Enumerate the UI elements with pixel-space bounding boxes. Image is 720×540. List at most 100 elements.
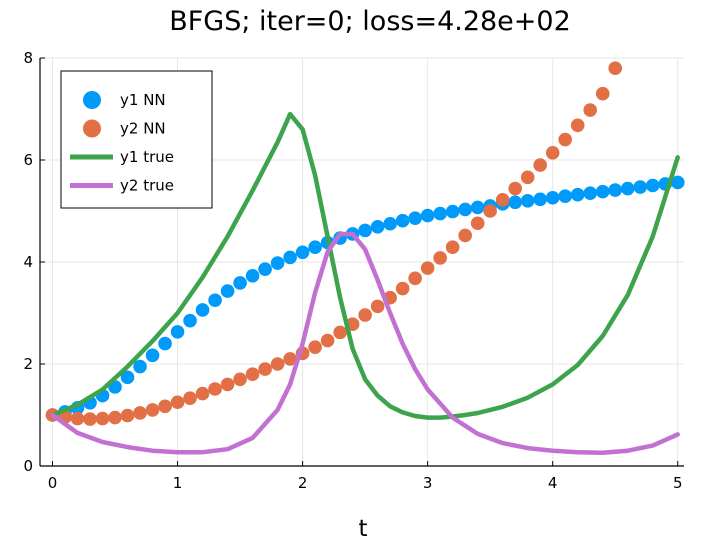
data-point (145, 403, 160, 417)
data-point (395, 281, 410, 296)
legend-marker (83, 119, 101, 138)
data-point (108, 410, 122, 425)
data-point (83, 412, 97, 426)
data-point (583, 186, 598, 200)
data-point (633, 180, 648, 194)
data-point (170, 395, 185, 410)
data-point (358, 308, 372, 322)
data-point (558, 189, 573, 204)
data-point (158, 336, 172, 351)
y-tick-label: 6 (23, 151, 33, 169)
plot-area (45, 61, 685, 455)
series-line (50, 231, 680, 455)
x-tick-label: 5 (673, 474, 683, 492)
legend: y1 NN y2 NN y1 true y2 true (60, 70, 213, 209)
data-point (383, 216, 397, 231)
x-tick-label: 4 (548, 474, 558, 492)
data-point (570, 187, 585, 202)
x-tick-label: 0 (48, 474, 58, 492)
x-axis-label: t (358, 516, 367, 540)
data-point (245, 367, 260, 382)
data-point (595, 184, 610, 199)
data-point (583, 103, 598, 117)
data-point (433, 251, 447, 265)
data-point (508, 195, 522, 210)
series-y1-true (50, 111, 680, 420)
y-tick-label: 4 (23, 253, 33, 271)
data-point (545, 146, 560, 160)
data-point (470, 200, 485, 215)
legend-label: y2 NN (120, 120, 166, 138)
data-point (233, 372, 247, 387)
data-point (120, 370, 135, 385)
data-point (233, 276, 247, 290)
data-point (420, 261, 435, 275)
data-point (270, 357, 285, 371)
data-point (508, 181, 522, 196)
data-point (670, 175, 685, 190)
data-point (445, 204, 460, 219)
x-tick-label: 2 (298, 474, 308, 492)
legend-label: y1 true (120, 148, 174, 166)
series-y1-nn (45, 175, 685, 422)
data-point (133, 406, 147, 420)
data-point (208, 382, 222, 396)
data-point (420, 208, 435, 223)
data-point (458, 228, 472, 243)
data-point (570, 118, 585, 133)
data-point (433, 206, 447, 221)
data-point (608, 183, 623, 197)
data-point (270, 256, 285, 270)
data-point (220, 284, 235, 298)
x-tick-label: 1 (173, 474, 183, 492)
data-point (470, 216, 485, 231)
data-point (520, 170, 535, 185)
data-point (333, 325, 347, 340)
legend-marker (83, 91, 101, 109)
data-point (320, 333, 335, 348)
tick-labels: 0 1 2 3 4 5 0 2 4 6 8 (23, 49, 682, 492)
data-point (370, 299, 385, 314)
data-point (295, 245, 310, 260)
data-point (620, 181, 635, 196)
y-tick-label: 8 (23, 49, 33, 67)
data-point (408, 271, 422, 286)
data-point (133, 359, 147, 374)
x-tick-label: 3 (423, 474, 433, 492)
chart-title: BFGS; iter=0; loss=4.28e+02 (169, 6, 571, 37)
data-point (495, 192, 510, 207)
data-point (520, 194, 535, 208)
legend-label: y2 true (120, 177, 174, 195)
data-point (533, 192, 547, 207)
data-point (245, 268, 260, 283)
data-point (533, 158, 547, 172)
data-point (408, 211, 422, 225)
data-point (445, 240, 460, 255)
legend-label: y1 NN (120, 91, 166, 109)
data-point (483, 204, 497, 218)
data-point (258, 362, 272, 376)
data-point (283, 352, 297, 366)
data-point (608, 61, 623, 75)
data-point (120, 408, 135, 423)
data-point (158, 399, 172, 414)
data-point (70, 411, 85, 426)
data-point (208, 293, 222, 308)
y-tick-label: 2 (23, 355, 33, 373)
series-y2-true (50, 231, 680, 455)
data-point (358, 223, 372, 238)
data-point (195, 303, 210, 317)
data-point (545, 190, 560, 205)
y-tick-label: 0 (23, 457, 33, 475)
data-point (258, 262, 272, 276)
series-line (50, 111, 680, 420)
data-point (645, 178, 660, 193)
data-point (170, 325, 185, 339)
data-point (308, 240, 322, 255)
data-point (195, 386, 210, 401)
data-point (183, 391, 197, 405)
data-point (458, 202, 472, 217)
data-point (395, 213, 410, 228)
data-point (145, 348, 160, 363)
